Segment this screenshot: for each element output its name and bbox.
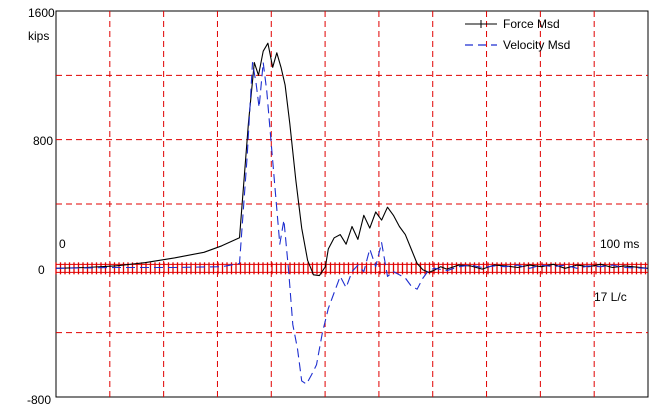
y-tick-label-top: 1600: [28, 6, 55, 20]
x-end-label: 100 ms: [600, 237, 639, 251]
horizontal-gridlines: [56, 74, 648, 334]
zero-axis-tick-marks: [55, 262, 648, 275]
legend-force-label: Force Msd: [503, 17, 560, 31]
x-start-label: 0: [59, 237, 66, 251]
series-layer: [55, 42, 649, 385]
y-tick-label-zero: 0: [38, 263, 45, 277]
lc-label: 17 L/c: [594, 290, 627, 304]
legend: Force Msd Velocity Msd: [465, 17, 570, 52]
legend-velocity-label: Velocity Msd: [503, 38, 570, 52]
velocity-series-line: [55, 61, 649, 385]
y-unit-label: kips: [28, 29, 49, 43]
force-series-line: [55, 42, 649, 277]
y-tick-label-bottom: -800: [27, 393, 51, 407]
y-tick-label-800: 800: [33, 134, 53, 148]
